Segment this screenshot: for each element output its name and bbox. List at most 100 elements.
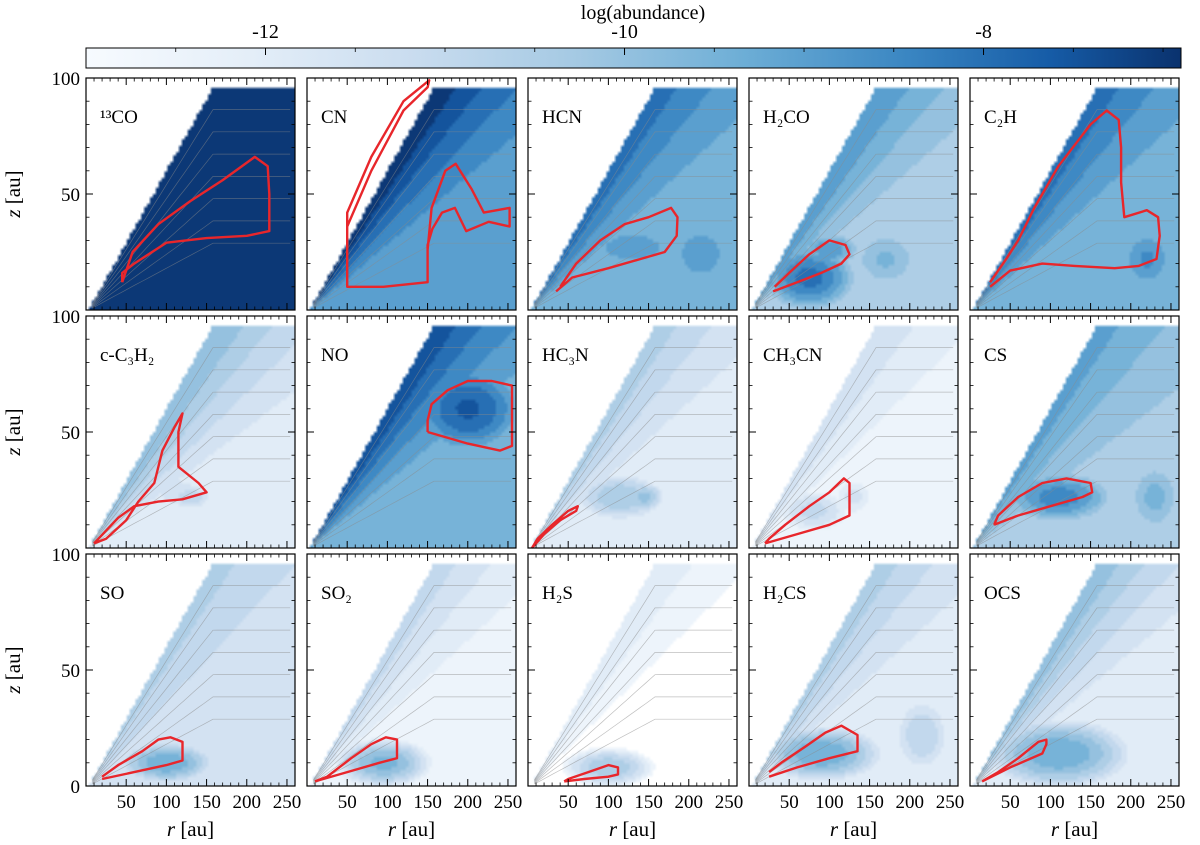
x-tick-label: 250 (936, 792, 965, 813)
panel-4: H₂CO (748, 77, 959, 311)
molecule-label: SO (100, 583, 124, 604)
contour-line (534, 652, 733, 783)
molecule-label: CH₃CN (763, 345, 823, 366)
molecule-label: HC₃N (542, 345, 589, 366)
contour-line (755, 718, 954, 785)
contour-line (534, 391, 733, 544)
contour-line (755, 652, 954, 783)
x-tick-label: 100 (594, 792, 623, 813)
colorbar-ticks: -12 -10 -8 (85, 21, 1164, 55)
emission-contour (120, 155, 271, 283)
x-tick-label: 100 (152, 792, 181, 813)
contour-line (976, 198, 1175, 307)
contour-line (313, 458, 512, 546)
abundance-map (307, 78, 516, 310)
contour-line (976, 607, 1175, 781)
x-axis-label: r [au] (167, 817, 214, 841)
emission-contour (563, 763, 620, 783)
contour-line (755, 153, 954, 306)
contour-line (755, 696, 954, 784)
x-tick-label: 50 (338, 792, 357, 813)
x-tick-label: 50 (559, 792, 578, 813)
x-tick-label: 250 (494, 792, 523, 813)
contour-line (534, 414, 733, 545)
contour-line (755, 176, 954, 307)
abundance-map (307, 316, 516, 548)
contour-line (534, 718, 733, 785)
colorbar (85, 47, 1182, 69)
x-axis-label: r [au] (830, 817, 877, 841)
molecule-label: HCN (542, 107, 582, 128)
x-tick-label: 200 (896, 792, 925, 813)
contour-line (92, 347, 291, 542)
contour-line (313, 718, 512, 785)
contour-line (534, 176, 733, 307)
contour-line (755, 414, 954, 545)
contour-line (534, 607, 733, 781)
y-tick-label: 0 (71, 777, 81, 798)
x-tick-label: 200 (675, 792, 704, 813)
emission-contour (555, 206, 679, 293)
contour-line (92, 652, 291, 783)
molecule-label: c-C₃H₂ (100, 345, 154, 366)
contour-line (313, 480, 512, 547)
contour-line (92, 153, 291, 306)
contour-line (313, 436, 512, 545)
panel-3: HCN (527, 77, 738, 311)
x-tick-label: 50 (780, 792, 799, 813)
abundance-map (307, 554, 516, 786)
contour-line (976, 153, 1175, 306)
x-tick-label: 150 (855, 792, 884, 813)
abundance-map (86, 554, 295, 786)
contour-line (755, 480, 954, 547)
contour-line (976, 629, 1175, 782)
y-axis-label: z [au] (1, 408, 25, 456)
molecule-label: OCS (984, 583, 1021, 604)
contour-line (92, 607, 291, 781)
x-axis-label: r [au] (388, 817, 435, 841)
panel-1: ¹³CO 50 100 z [au] (1, 69, 296, 311)
contour-line (313, 607, 512, 781)
molecule-label: H₂CO (763, 107, 810, 128)
contour-line (92, 585, 291, 780)
contour-line (534, 480, 733, 547)
contour-line (92, 391, 291, 544)
contour-line (313, 585, 512, 780)
contour-line (92, 242, 291, 309)
contour-line (534, 674, 733, 783)
panel-10: CS (969, 315, 1180, 549)
emission-contour (981, 738, 1048, 783)
contour-line (534, 347, 733, 542)
y-tick-label: 50 (61, 423, 80, 444)
contour-line (313, 414, 512, 545)
emission-contour (768, 724, 859, 778)
contour-line (755, 391, 954, 544)
contour-line (92, 480, 291, 547)
contour-line (976, 585, 1175, 780)
y-tick-label: 50 (61, 661, 80, 682)
panel-15: OCS 50 100 150 200 250 r [au] (969, 553, 1185, 841)
molecule-label: H₂S (542, 583, 573, 604)
abundance-map (749, 316, 958, 548)
contour-line (534, 242, 733, 309)
contour-line (92, 109, 291, 304)
emission-contour (772, 239, 851, 293)
abundance-map (86, 78, 295, 310)
contour-line (534, 220, 733, 308)
contour-line (313, 347, 512, 542)
panel-7: NO (306, 315, 517, 549)
contour-line (755, 436, 954, 545)
molecule-label: CS (984, 345, 1007, 366)
contour-line (534, 629, 733, 782)
x-tick-label: 250 (273, 792, 302, 813)
contour-line (755, 198, 954, 307)
molecule-label: CN (321, 107, 348, 128)
x-tick-label: 150 (192, 792, 221, 813)
y-axis-label: z [au] (1, 646, 25, 694)
contour-line (755, 347, 954, 542)
contour-line (976, 458, 1175, 546)
molecule-label: SO₂ (321, 583, 352, 604)
contour-line (976, 674, 1175, 783)
x-tick-label: 100 (373, 792, 402, 813)
panel-8: HC₃N (527, 315, 738, 549)
